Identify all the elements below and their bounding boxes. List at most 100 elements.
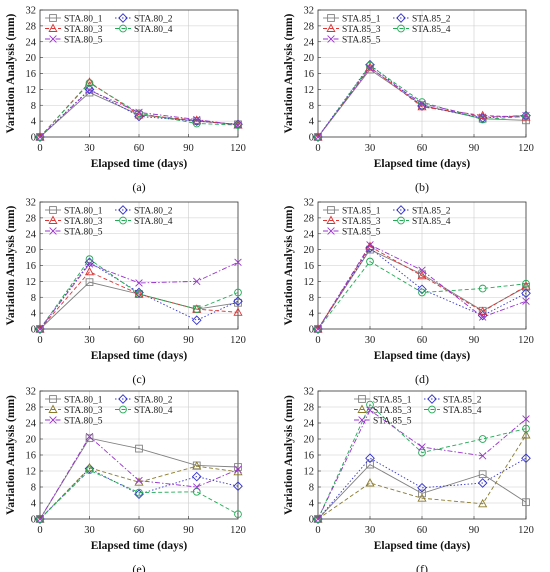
series-line [317,64,527,138]
y-tick-label: 16 [304,69,315,80]
data-point [84,463,95,474]
legend-marker [118,205,128,215]
y-tick-label: 24 [304,419,315,430]
x-tick-label: 120 [518,143,534,154]
y-tick-label: 16 [26,451,37,462]
data-point [85,466,94,475]
legend-label: STA.80_3 [64,406,103,416]
y-tick-label: 28 [304,213,315,224]
legend-marker [327,206,335,214]
data-point [478,498,488,508]
data-point [234,288,242,297]
chart-panel-6: 0 4 8 12 16 20 24 28 32 0 30 60 90 120 Elapsed time (d… [283,387,534,572]
x-tick-label: 60 [417,335,428,346]
x-tick-label: 90 [469,335,480,346]
legend-marker [327,35,335,43]
y-tick-label: 4 [309,117,315,128]
x-axis-label: Elapsed time (days) [374,540,471,552]
data-point [135,488,143,497]
y-tick-label: 12 [26,85,37,96]
chart-panel-5: 0 4 8 12 16 20 24 28 32 0 30 60 90 120 Elapsed time (d… [5,387,246,572]
legend-label: STA.80_4 [134,217,173,227]
legend-label: STA.85_3 [342,25,381,35]
data-point [417,101,427,111]
data-point [36,515,44,523]
series-line [39,89,239,138]
series-line [39,261,239,330]
legend-label: STA.80_2 [134,206,173,216]
data-point [84,77,95,86]
y-tick-label: 28 [26,403,37,414]
y-tick-label: 12 [304,85,315,96]
data-point [36,325,44,333]
data-point [233,481,243,492]
data-point [522,112,530,121]
legend: STA.85_1 STA.85_2 STA.85_3 STA.85_4 STA.85_5 [354,394,482,426]
y-tick-label: 8 [309,483,314,494]
data-point [478,435,487,443]
legend-label: STA.85_4 [412,217,451,227]
y-tick-label: 20 [26,53,37,64]
x-tick-label: 120 [230,525,246,536]
panel-caption: (e) [132,562,145,572]
y-tick-label: 16 [26,69,37,80]
y-tick-label: 0 [309,515,314,526]
x-tick-label: 120 [230,335,246,346]
x-tick-label: 0 [37,525,42,536]
series-STA.85_4 [314,257,530,333]
legend-marker [119,405,127,414]
series-line [317,244,527,330]
x-tick-label: 30 [84,143,95,154]
legend-marker [48,215,58,224]
chart-panel-3: 0 4 8 12 16 20 24 28 32 0 30 60 90 120 Elapsed time (d… [5,198,246,387]
legend-label: STA.80_2 [134,395,173,405]
panel-caption: (c) [132,372,145,386]
y-tick-label: 24 [26,419,37,430]
data-point [522,283,530,291]
x-tick-label: 120 [518,525,534,536]
data-point [85,260,94,268]
data-point [234,510,242,519]
data-point [522,297,530,305]
x-tick-label: 60 [417,143,428,154]
data-point [522,498,530,507]
legend-marker [396,205,406,215]
data-point [522,415,530,423]
y-tick-label: 32 [26,198,37,209]
series-line [39,258,239,330]
data-point [417,284,427,295]
data-point [521,430,531,439]
chart-panel-1: 0 4 8 12 16 20 24 28 32 0 30 60 90 120 Elapsed time (d… [5,6,246,195]
data-point [134,477,144,486]
legend-marker [358,395,366,403]
data-point [36,515,44,523]
legend-marker [49,35,57,43]
y-tick-label: 20 [304,435,315,446]
y-tick-label: 24 [26,37,37,48]
data-point [366,61,374,70]
legend-marker [326,215,336,224]
legend-label: STA.85_5 [342,227,381,237]
data-point [366,257,374,266]
series-STA.80_5 [36,258,242,333]
x-axis-label: Elapsed time (days) [91,350,188,362]
series-STA.85_5 [314,64,530,141]
x-axis-label: Elapsed time (days) [374,158,471,170]
data-point [314,515,322,523]
x-tick-label: 90 [183,143,194,154]
legend-label: STA.85_1 [342,206,381,216]
y-tick-label: 16 [304,261,315,272]
data-point [135,279,143,287]
series-STA.85_3 [313,241,531,333]
data-point [234,121,242,129]
y-axis-label: Variation Analysis (mm) [283,395,295,515]
data-point [478,306,488,315]
y-tick-label: 28 [26,21,37,32]
data-point [418,288,426,297]
x-tick-label: 30 [365,143,376,154]
x-tick-label: 0 [315,335,320,346]
data-point [366,64,374,72]
y-tick-label: 12 [26,277,37,288]
x-tick-label: 60 [134,525,145,536]
data-point [233,296,243,307]
